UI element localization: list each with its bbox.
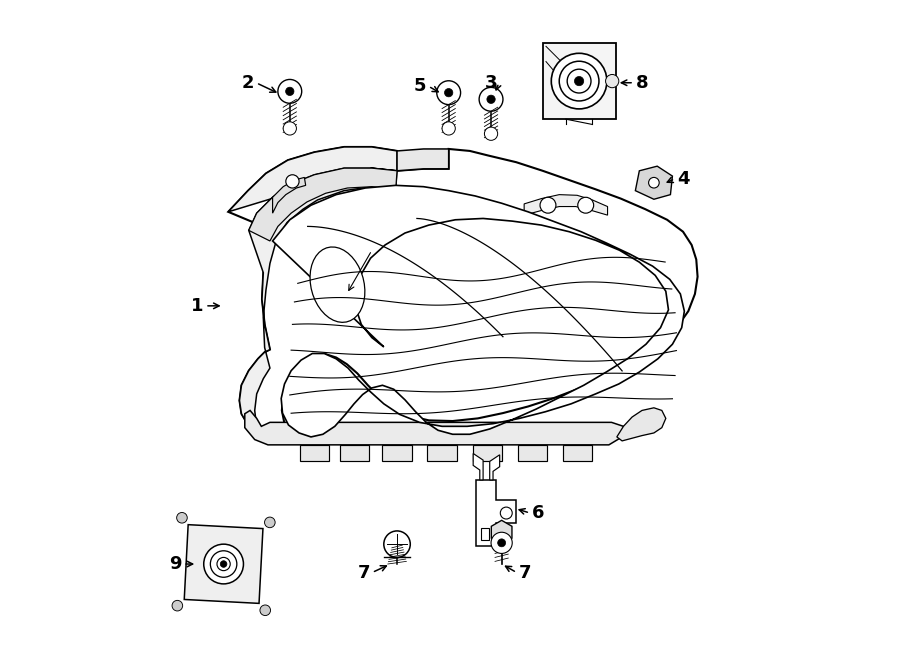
Polygon shape [562, 445, 591, 461]
Circle shape [567, 70, 591, 93]
Circle shape [176, 512, 187, 523]
Polygon shape [472, 445, 501, 461]
Text: 2: 2 [242, 73, 255, 92]
Circle shape [260, 605, 271, 616]
Bar [482, 528, 489, 540]
Polygon shape [300, 445, 328, 461]
Polygon shape [524, 195, 608, 215]
Polygon shape [397, 149, 449, 171]
Polygon shape [382, 445, 411, 461]
Text: 7: 7 [357, 563, 370, 582]
Circle shape [445, 89, 453, 97]
Circle shape [265, 517, 275, 528]
Text: 8: 8 [635, 73, 648, 92]
Text: 1: 1 [191, 297, 203, 315]
Circle shape [442, 122, 455, 135]
Text: 4: 4 [677, 169, 689, 188]
Text: 3: 3 [485, 73, 498, 92]
Text: 9: 9 [169, 555, 182, 573]
Circle shape [284, 122, 296, 135]
Circle shape [559, 62, 599, 101]
Polygon shape [245, 410, 624, 445]
Polygon shape [635, 166, 672, 199]
Polygon shape [616, 408, 666, 441]
Polygon shape [473, 453, 483, 480]
Polygon shape [229, 147, 397, 440]
Circle shape [479, 87, 503, 111]
Circle shape [172, 600, 183, 611]
Circle shape [203, 544, 244, 584]
Circle shape [606, 75, 619, 88]
Circle shape [220, 561, 227, 567]
Polygon shape [273, 185, 684, 437]
Circle shape [383, 531, 410, 557]
Polygon shape [248, 168, 397, 241]
Circle shape [578, 197, 594, 213]
FancyBboxPatch shape [543, 43, 616, 119]
Text: 7: 7 [518, 563, 531, 582]
Polygon shape [229, 147, 698, 444]
Circle shape [211, 551, 237, 577]
Circle shape [286, 175, 299, 188]
Polygon shape [518, 445, 546, 461]
Text: 5: 5 [414, 77, 427, 95]
Circle shape [487, 95, 495, 103]
Circle shape [649, 177, 659, 188]
Circle shape [491, 532, 512, 553]
Circle shape [285, 87, 294, 95]
Circle shape [574, 77, 584, 86]
Polygon shape [310, 247, 364, 322]
Polygon shape [491, 520, 512, 544]
Polygon shape [428, 445, 456, 461]
Polygon shape [490, 455, 500, 480]
Circle shape [552, 54, 607, 109]
Polygon shape [476, 480, 517, 546]
Text: 6: 6 [532, 504, 544, 522]
Polygon shape [340, 445, 369, 461]
Circle shape [217, 557, 230, 571]
Circle shape [498, 539, 506, 547]
Circle shape [278, 79, 302, 103]
Circle shape [484, 127, 498, 140]
Circle shape [500, 507, 512, 519]
Polygon shape [184, 525, 263, 603]
Polygon shape [273, 177, 306, 213]
Circle shape [540, 197, 556, 213]
Circle shape [436, 81, 461, 105]
